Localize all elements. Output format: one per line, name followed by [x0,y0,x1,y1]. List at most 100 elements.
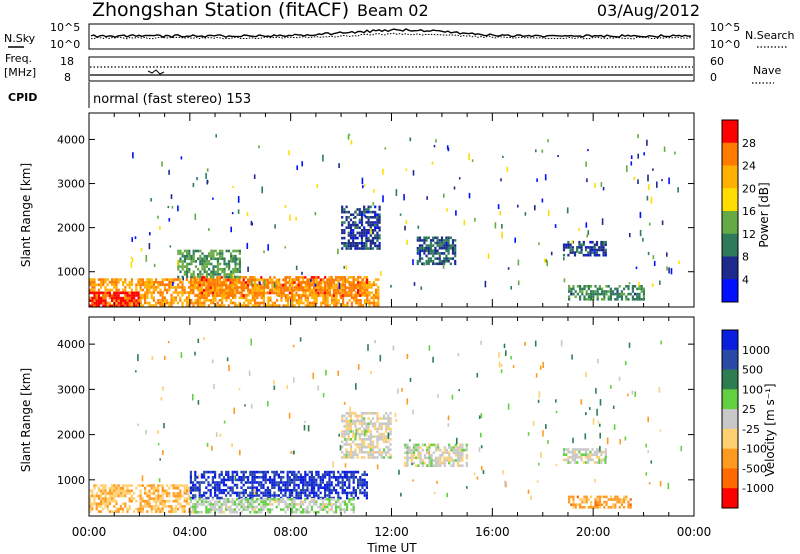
data-cell [378,448,381,451]
data-cell [183,492,186,495]
data-cell [267,301,270,305]
data-cell [427,244,430,247]
data-cell [126,484,129,487]
y-tick-label: 3000 [57,383,85,396]
data-cell [299,473,302,476]
data-cell [573,253,577,257]
data-cell [352,432,355,436]
scatter-echo [411,463,413,466]
data-cell [163,283,166,287]
data-cell [426,456,429,460]
data-cell [229,299,232,302]
data-cell [328,281,331,284]
data-cell [378,236,381,240]
scatter-echo [412,409,414,415]
data-cell [266,486,269,489]
scatter-echo [219,433,222,437]
data-cell [108,492,111,495]
data-cell [347,422,350,425]
data-cell [181,291,184,294]
data-cell [427,249,430,253]
data-cell [377,278,380,281]
data-cell [319,478,322,482]
data-cell [179,257,182,261]
data-cell [299,286,302,290]
data-cell [205,275,208,279]
data-cell [587,295,590,298]
data-cell [406,464,409,467]
data-cell [299,489,302,492]
data-cell [360,231,364,235]
data-cell [358,435,361,438]
data-cell [335,476,338,479]
data-cell [374,205,377,209]
data-cell [148,304,151,307]
scatter-echo [192,182,195,188]
data-cell [255,286,258,290]
data-cell [376,412,379,415]
data-cell [629,292,632,296]
data-cell [247,500,250,504]
data-cell [376,223,379,227]
data-cell [345,438,348,441]
data-cell [242,276,245,279]
data-cell [273,470,276,474]
data-cell [218,299,221,302]
data-cell [264,470,267,474]
data-cell [304,478,307,482]
data-cell [360,218,364,222]
data-cell [330,489,333,492]
data-cell [368,280,371,284]
data-cell [357,301,360,305]
data-cell [319,278,322,282]
data-cell [317,288,320,292]
data-cell [189,473,192,476]
data-cell [269,510,272,514]
data-cell [284,289,287,292]
data-region [177,249,241,279]
data-cell [216,301,219,305]
data-cell [159,304,162,307]
data-cell [345,244,348,248]
data-cell [363,456,366,459]
data-cell [425,249,428,253]
data-cell [427,246,430,250]
data-cell [562,243,566,247]
data-cell [161,489,164,493]
data-cell [582,448,585,451]
data-cell [284,491,287,495]
data-cell [214,476,217,479]
data-cell [363,419,366,423]
data-cell [223,257,226,261]
data-region [568,495,632,509]
data-cell [447,241,450,245]
scatter-echo [303,424,306,431]
data-cell [579,506,582,509]
data-cell [627,285,630,288]
scatter-echo [594,183,596,188]
scatter-echo [338,163,340,169]
data-cell [352,481,355,484]
data-cell [251,278,254,282]
data-cell [146,278,149,281]
data-cell [343,435,346,438]
scatter-echo [317,385,319,391]
data-cell [416,259,419,263]
data-cell [293,289,296,292]
data-cell [124,494,127,498]
data-cell [115,486,118,490]
scatter-echo [308,488,311,492]
data-cell [146,291,149,294]
data-cell [636,298,639,301]
data-cell [358,231,361,235]
data-cell [199,254,202,258]
data-cell [311,304,314,307]
data-cell [227,486,230,489]
data-cell [209,283,212,287]
data-cell [119,507,122,511]
data-cell [349,453,353,457]
data-cell [161,507,164,511]
scatter-echo [648,482,651,485]
scatter-echo [571,354,573,360]
data-cell [376,451,379,454]
